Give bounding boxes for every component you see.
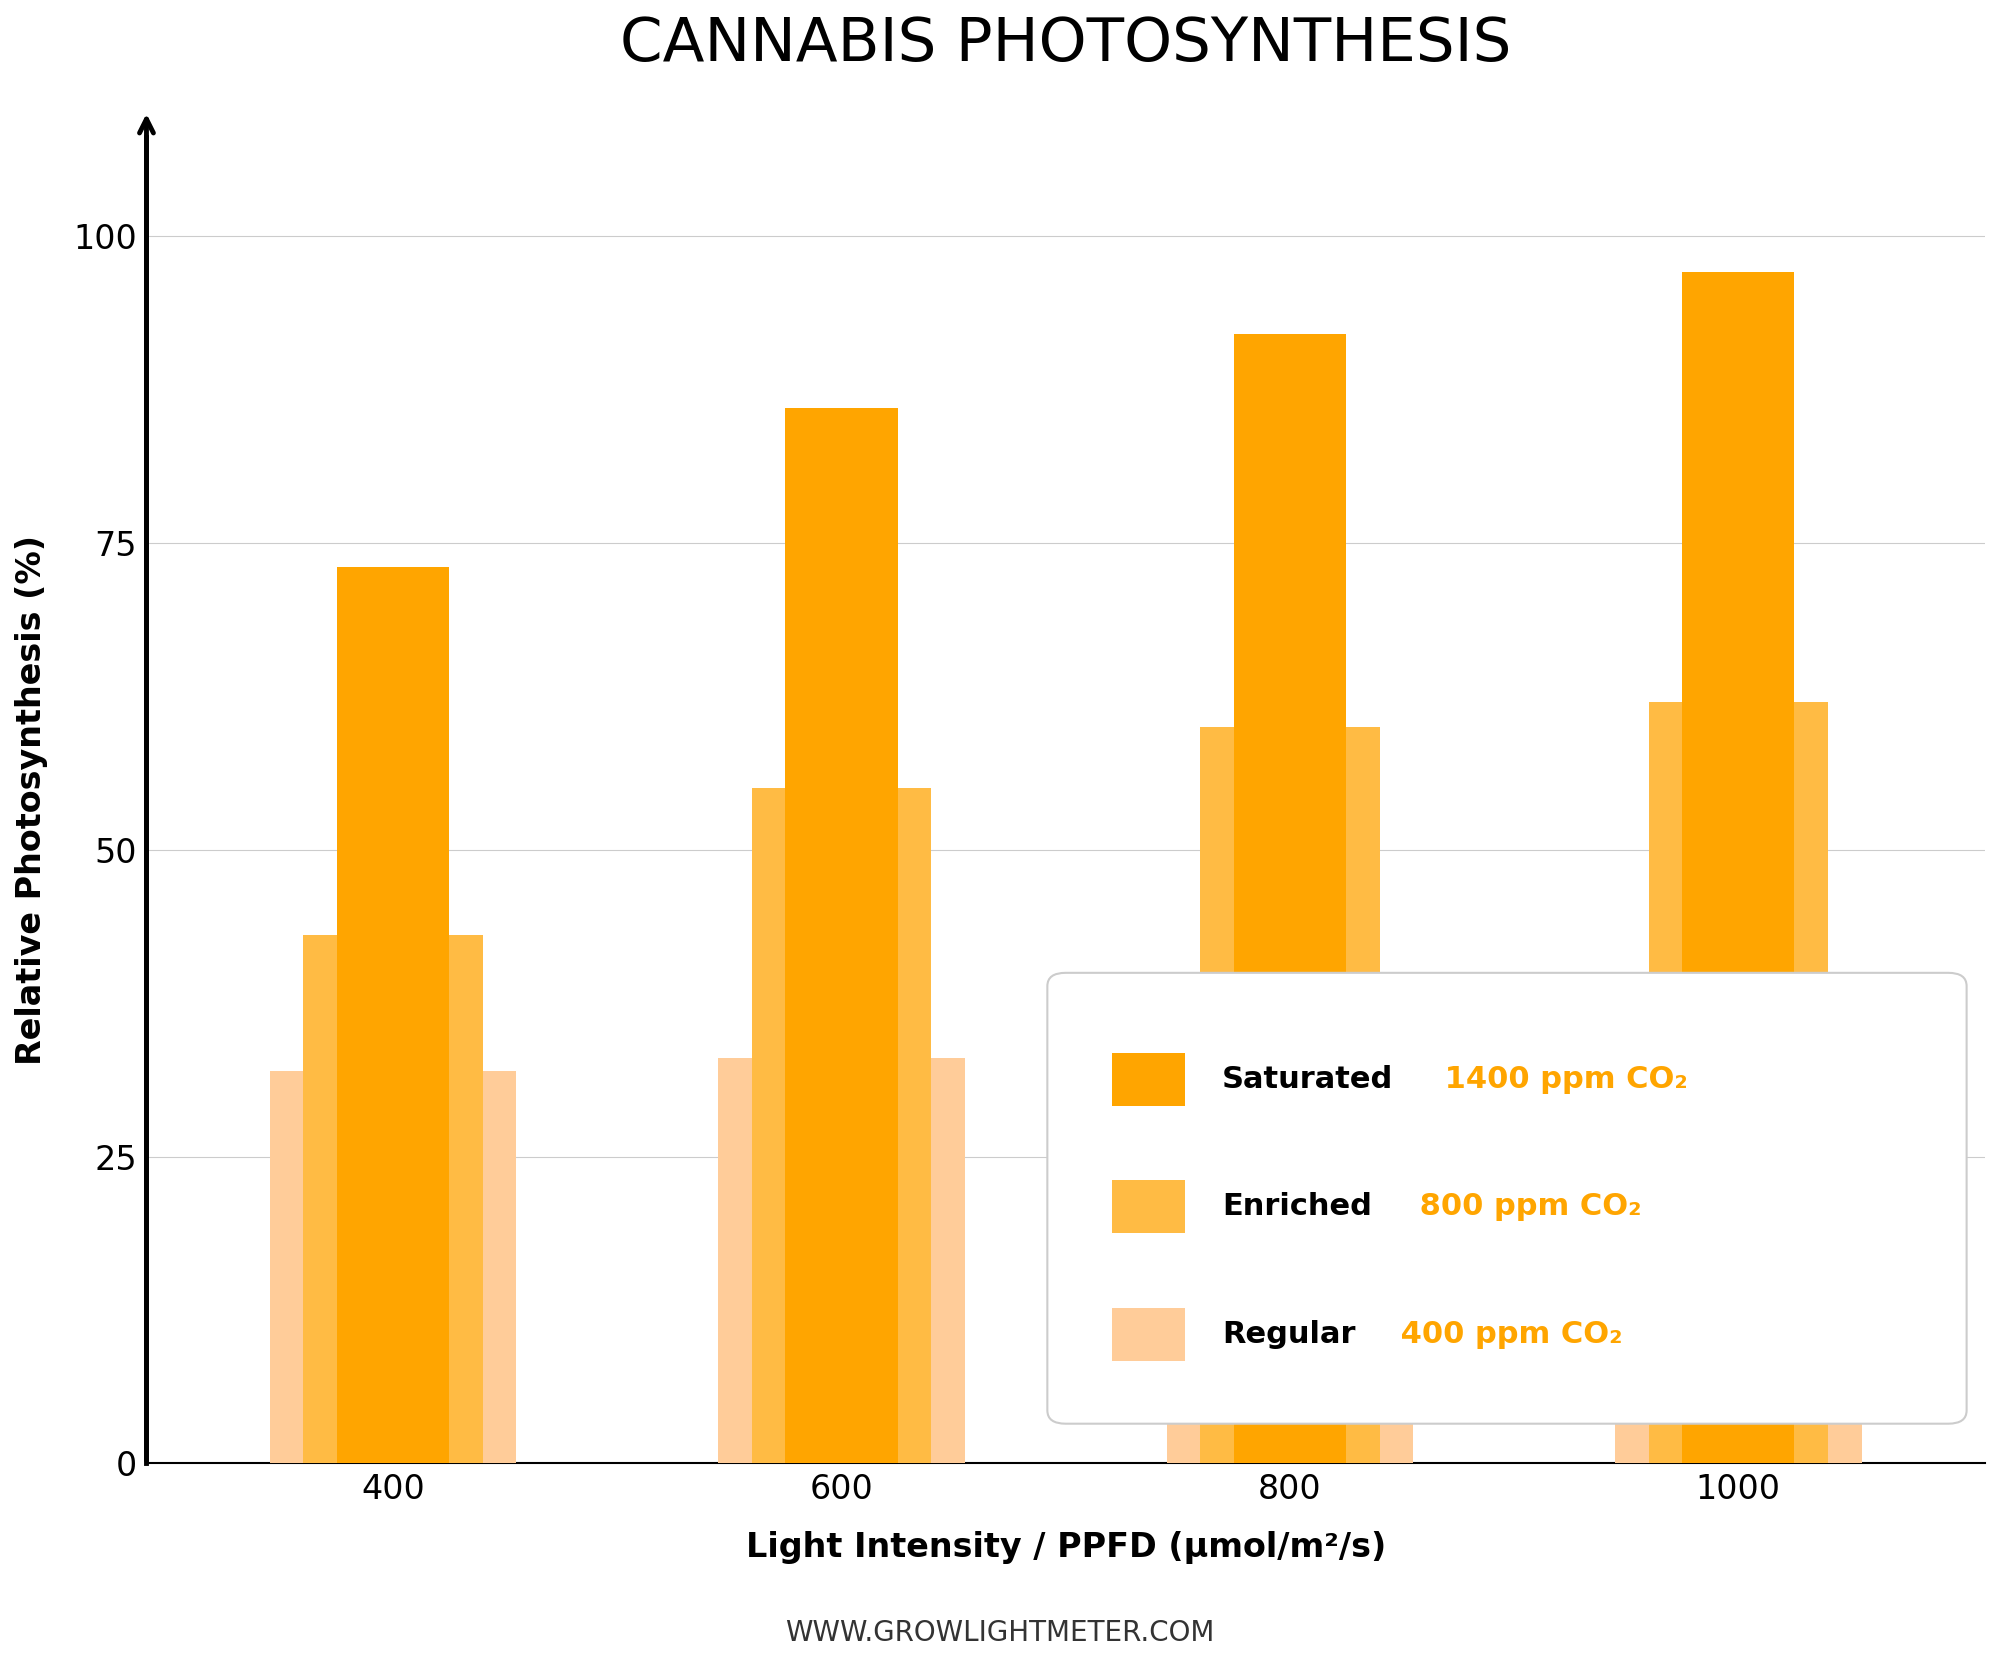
Y-axis label: Relative Photosynthesis (%): Relative Photosynthesis (%) <box>16 536 48 1065</box>
FancyBboxPatch shape <box>1112 1307 1186 1361</box>
Bar <box>1682 272 1794 1463</box>
Bar <box>304 936 482 1463</box>
Bar <box>1234 334 1346 1463</box>
Text: 800 ppm CO₂: 800 ppm CO₂ <box>1408 1193 1642 1221</box>
Bar <box>1648 702 1828 1463</box>
X-axis label: Light Intensity / PPFD (μmol/m²/s): Light Intensity / PPFD (μmol/m²/s) <box>746 1530 1386 1564</box>
Bar <box>786 408 898 1463</box>
Bar <box>1200 727 1380 1463</box>
Text: 1400 ppm CO₂: 1400 ppm CO₂ <box>1434 1065 1688 1094</box>
Bar <box>1616 1021 1862 1463</box>
Title: CANNABIS PHOTOSYNTHESIS: CANNABIS PHOTOSYNTHESIS <box>620 15 1512 74</box>
Bar <box>718 1058 964 1463</box>
Text: Enriched: Enriched <box>1222 1193 1372 1221</box>
Text: 400 ppm CO₂: 400 ppm CO₂ <box>1390 1319 1622 1349</box>
FancyBboxPatch shape <box>1112 1053 1186 1105</box>
Text: Regular: Regular <box>1222 1319 1356 1349</box>
Bar <box>752 788 932 1463</box>
FancyBboxPatch shape <box>1048 973 1966 1423</box>
Text: Saturated: Saturated <box>1222 1065 1394 1094</box>
Text: WWW.GROWLIGHTMETER.COM: WWW.GROWLIGHTMETER.COM <box>786 1620 1214 1646</box>
Bar <box>270 1070 516 1463</box>
FancyBboxPatch shape <box>1112 1181 1186 1233</box>
Bar <box>338 568 450 1463</box>
Bar <box>1166 1033 1414 1463</box>
